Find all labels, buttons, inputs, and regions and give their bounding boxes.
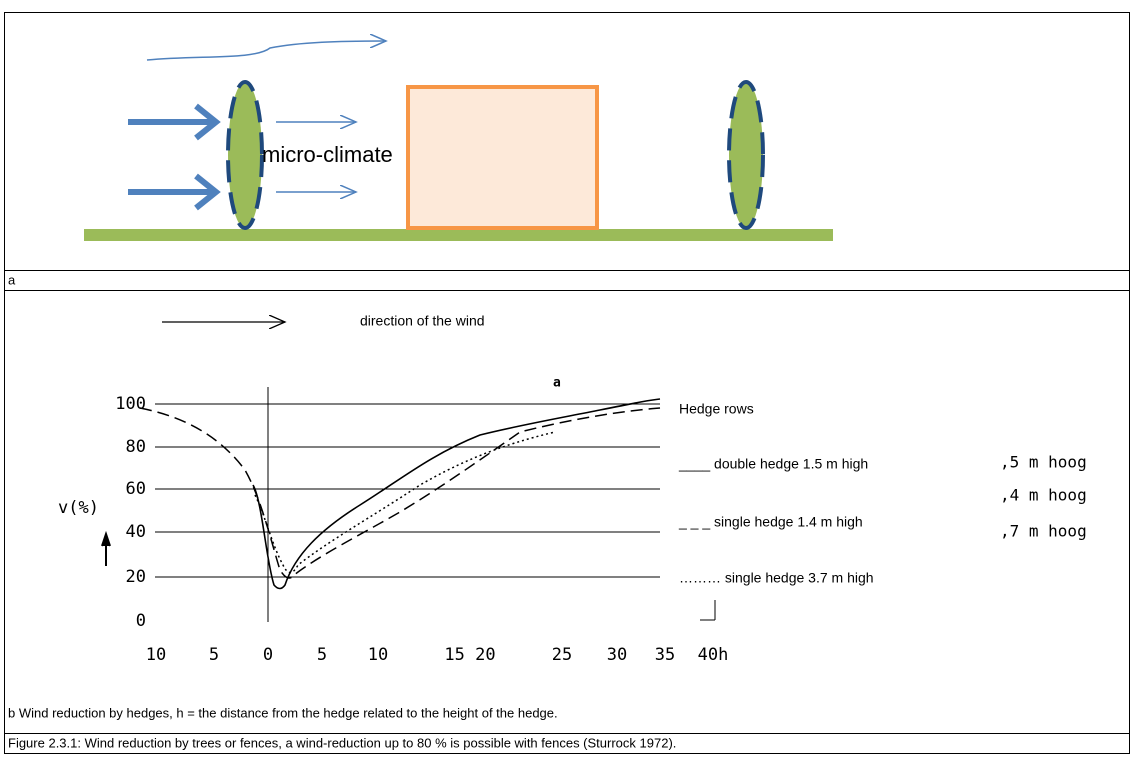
diagram: micro-climate a — [8, 41, 833, 287]
x-tick-label: 15 20 — [444, 645, 495, 665]
legend-item: ……… single hedge 3.7 m high — [679, 570, 874, 586]
graph-title: a — [553, 376, 561, 391]
y-tick-label: 40 — [126, 522, 146, 542]
label: micro-climate — [262, 142, 393, 167]
legend-title: Hedge rows — [679, 401, 754, 417]
y-tick-label: 100 — [115, 394, 146, 414]
x-tick-label: 5 — [209, 645, 219, 665]
y-label: v(%) — [58, 498, 99, 518]
x-tick-label: 25 — [552, 645, 572, 665]
caption: Figure 2.3.1: Wind reduction by trees or… — [8, 735, 676, 750]
x-tick-label: 10 — [368, 645, 388, 665]
x-tick-label: 30 — [607, 645, 627, 665]
caption: b Wind reduction by hedges, h = the dist… — [8, 705, 558, 720]
y-tick-label: 60 — [126, 479, 146, 499]
graph: direction of the wind a v(%) Hedge rows … — [58, 313, 1087, 622]
arrow-label: direction of the wind — [360, 313, 485, 329]
x-tick-label: 0 — [263, 645, 273, 665]
panel-label: a — [8, 272, 16, 287]
x-tick-label: 10 — [146, 645, 166, 665]
x-tick-label: 5 — [317, 645, 327, 665]
fragment: ,7 m hoog — [1000, 522, 1087, 541]
x-tick-label: 40h — [698, 645, 729, 665]
legend-item: ____ double hedge 1.5 m high — [678, 456, 868, 472]
y-tick-label: 80 — [126, 437, 146, 457]
x-tick-label: 35 — [655, 645, 675, 665]
y-tick-label: 20 — [126, 567, 146, 587]
fragment: ,5 m hoog — [1000, 453, 1087, 472]
page: micro-climate a direction of the wind a … — [0, 0, 1134, 756]
legend-item: _ _ _ single hedge 1.4 m high — [678, 514, 863, 530]
fragment: ,4 m hoog — [1000, 486, 1087, 505]
y-tick-label: 0 — [136, 611, 146, 631]
